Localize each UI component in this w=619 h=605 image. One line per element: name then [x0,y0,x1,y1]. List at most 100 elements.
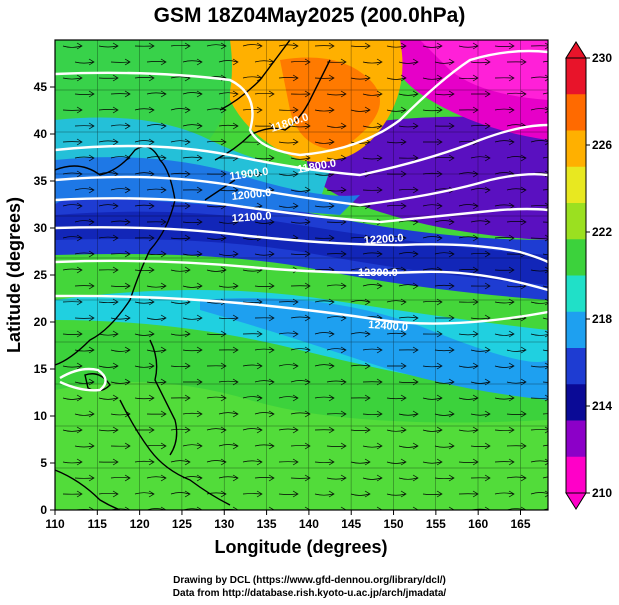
streamline-arrow [340,122,347,130]
streamline-arrow [436,138,443,146]
streamline-arrow [340,282,347,290]
streamline-arrow [340,474,347,482]
streamline-arrow [196,218,203,226]
streamline [350,109,370,112]
streamline-arrow [436,170,443,178]
streamline [494,333,514,336]
streamline [110,188,130,191]
contour-label: 11900.0 [229,166,269,183]
streamline-arrow [328,202,335,210]
streamline [362,125,382,128]
streamline [242,173,262,176]
streamline-arrow [112,138,119,146]
streamline [170,237,190,240]
streamline-arrow [160,122,167,130]
streamline [278,428,298,431]
streamline [386,493,406,496]
streamline [146,156,166,159]
streamline-arrow [340,90,347,98]
streamline-arrow [544,106,548,114]
streamline-arrow [232,442,239,450]
colorbar-segment [566,311,586,349]
streamline-arrow [88,442,95,450]
streamline [542,60,548,63]
streamline-arrow [400,42,407,50]
streamline [326,284,346,287]
streamline [170,269,190,272]
streamline [182,221,202,224]
streamline [62,204,82,207]
streamline [542,349,548,352]
streamline-arrow [76,458,83,466]
streamline [62,77,82,80]
streamline [110,156,130,159]
streamline-arrow [436,234,443,242]
streamline-arrow [76,490,83,498]
streamline [458,461,478,463]
y-tick-label: 25 [34,268,48,282]
streamline-arrow [124,314,131,322]
streamline-arrow [544,362,548,370]
colorbar-segment [566,94,586,131]
streamline-arrow [148,394,155,402]
streamline-arrow [196,154,203,162]
streamline [110,220,130,223]
streamline-arrow [340,378,347,386]
streamline [254,444,274,447]
streamline-arrow [256,330,263,338]
streamline [350,141,370,144]
streamline-arrow [520,58,527,66]
streamline-arrow [196,346,203,354]
streamline-arrow [76,202,83,210]
streamline [62,397,82,400]
streamline [170,492,190,495]
streamline-arrow [340,250,347,258]
streamline [290,157,310,160]
streamline [254,477,274,479]
streamline-arrow [376,154,383,162]
streamline [470,381,490,384]
streamline-arrow [448,58,455,66]
streamline [326,189,346,192]
streamline [434,477,454,480]
streamline [278,396,298,399]
streamline-arrow [196,122,203,130]
streamline [242,76,262,79]
streamline [170,460,190,463]
colorbar-segment [566,166,586,204]
streamline-arrow [508,298,515,306]
streamline [98,140,118,143]
streamline-arrow [364,394,371,402]
streamline [62,429,82,432]
streamline [506,381,526,384]
streamline [386,77,406,80]
streamline-arrow [400,362,407,370]
streamline [350,300,370,303]
streamline [254,92,274,95]
streamline-arrow [520,346,527,354]
streamline-arrow [184,138,191,146]
streamline-arrow [412,346,419,354]
streamline [170,172,190,175]
streamline-arrow [220,42,227,50]
streamline [242,428,262,431]
streamline-arrow [436,298,443,306]
streamline-arrow [196,442,203,450]
streamline [434,284,454,287]
contour-label: 12100.0 [231,210,272,225]
streamline-arrow [160,218,167,226]
streamline [242,237,262,240]
colorbar-segment [566,420,586,458]
streamline-arrow [508,106,515,114]
colorbar-label: 218 [592,312,612,326]
streamline-arrow [124,218,131,226]
streamline-arrow [364,330,371,338]
y-tick-label: 45 [34,80,48,94]
colorbar [565,41,587,510]
streamline-arrow [292,170,299,178]
streamline-arrow [160,378,167,386]
streamline-arrow [544,298,548,306]
streamline [434,349,454,352]
streamline-arrow [292,42,299,50]
wind-streamlines [62,42,548,510]
